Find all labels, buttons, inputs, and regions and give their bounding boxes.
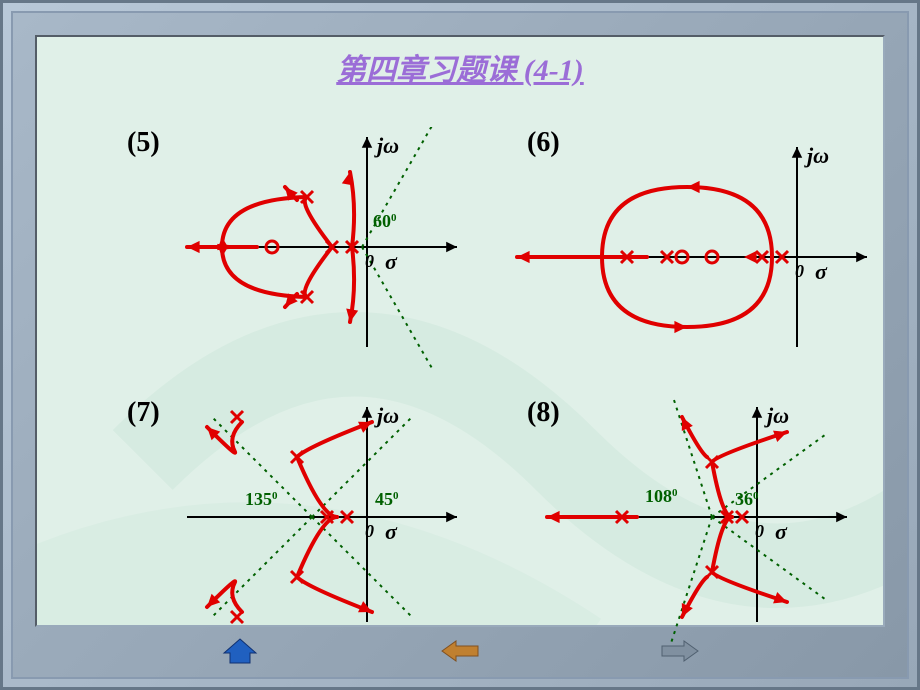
home-icon <box>222 637 258 665</box>
prev-button[interactable] <box>440 636 480 666</box>
svg-text:σ: σ <box>385 519 398 544</box>
home-button[interactable] <box>220 636 260 666</box>
diagram-(8): (8) σ jω 0 360 1080 <box>497 397 877 647</box>
svg-text:1350: 1350 <box>245 489 278 509</box>
svg-text:σ: σ <box>815 259 828 284</box>
outer-frame: 第四章习题课 (4-1) (5) σ jω 0 600 (6) σ jω 0 (7) σ j… <box>0 0 920 690</box>
next-icon <box>660 639 700 663</box>
svg-text:0: 0 <box>365 521 374 541</box>
svg-text:360: 360 <box>735 489 759 509</box>
slide-content: 第四章习题课 (4-1) (5) σ jω 0 600 (6) σ jω 0 (7) σ j… <box>35 35 885 627</box>
svg-text:jω: jω <box>804 143 829 168</box>
mid-frame: 第四章习题课 (4-1) (5) σ jω 0 600 (6) σ jω 0 (7) σ j… <box>11 11 909 679</box>
page-title: 第四章习题课 (4-1) <box>37 45 883 89</box>
svg-text:1080: 1080 <box>645 486 678 506</box>
prev-icon <box>440 639 480 663</box>
svg-text:jω: jω <box>764 403 789 428</box>
root-locus-plot: σ jω 0 360 1080 <box>497 397 877 647</box>
svg-text:σ: σ <box>775 519 788 544</box>
diagram-area: (5) σjω0600 (6) σjω0 (7) σjω04501350 (8)… <box>37 97 883 625</box>
diagram-label: (8) <box>527 397 560 429</box>
svg-text:450: 450 <box>375 489 399 509</box>
svg-text:σ: σ <box>385 249 398 274</box>
svg-text:600: 600 <box>373 211 397 231</box>
diagram-(6): (6) σ jω 0 <box>497 127 877 377</box>
svg-text:jω: jω <box>374 133 399 158</box>
svg-text:jω: jω <box>374 403 399 428</box>
diagram-label: (6) <box>527 127 560 159</box>
nav-controls <box>13 633 907 669</box>
svg-text:0: 0 <box>365 251 374 271</box>
root-locus-plot: σ jω 0 600 <box>97 127 477 377</box>
diagram-label: (5) <box>127 127 160 159</box>
root-locus-plot: σ jω 0450 1350 <box>97 397 477 647</box>
diagram-label: (7) <box>127 397 160 429</box>
next-button[interactable] <box>660 636 700 666</box>
root-locus-plot: σ jω 0 <box>497 127 877 377</box>
diagram-(5): (5) σ jω 0 600 <box>97 127 477 377</box>
svg-text:0: 0 <box>755 521 764 541</box>
svg-text:0: 0 <box>795 261 804 281</box>
diagram-(7): (7) σ jω 0450 1350 <box>97 397 477 647</box>
